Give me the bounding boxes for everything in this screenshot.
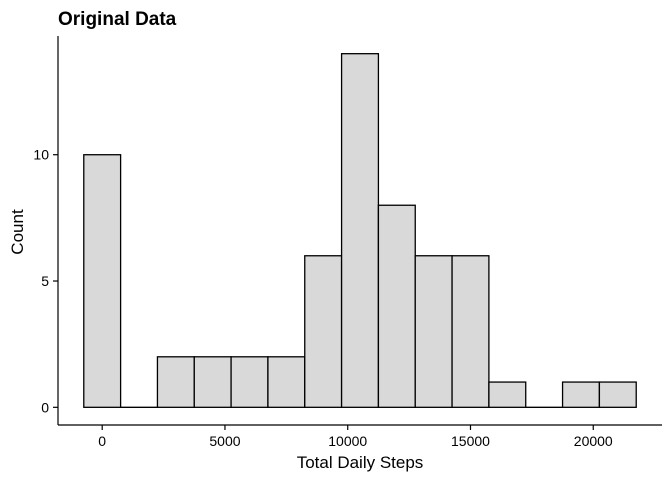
x-tick-label-4: 20000 — [574, 433, 613, 449]
histogram-bar-6 — [304, 255, 343, 408]
histogram-bar-8 — [377, 204, 416, 408]
histogram-bar-0 — [83, 154, 122, 408]
axes-group — [57, 36, 662, 426]
y-ticks-group: 0 5 10 — [33, 147, 58, 415]
bars-group — [83, 53, 637, 408]
x-tick-label-3: 15000 — [451, 433, 490, 449]
x-ticks-group: 0 5000 10000 15000 20000 — [98, 425, 613, 449]
x-tick-label-0: 0 — [98, 433, 106, 449]
y-axis-label: Count — [8, 209, 27, 255]
histogram-bar-5 — [267, 356, 306, 408]
y-tick-label-2: 10 — [33, 147, 49, 163]
histogram-bar-7 — [340, 53, 380, 408]
histogram-bar-13 — [561, 381, 601, 408]
histogram-bar-10 — [451, 255, 490, 408]
y-tick-label-0: 0 — [41, 399, 49, 415]
x-axis-label: Total Daily Steps — [297, 453, 424, 472]
y-tick-label-1: 5 — [41, 273, 49, 289]
histogram-bar-14 — [598, 381, 637, 408]
histogram-bar-2 — [156, 356, 195, 408]
histogram-bar-9 — [414, 255, 453, 408]
histogram-bar-4 — [230, 356, 269, 408]
x-tick-label-1: 5000 — [209, 433, 240, 449]
x-tick-label-2: 10000 — [328, 433, 367, 449]
histogram-bar-11 — [488, 381, 527, 408]
chart-title: Original Data — [58, 9, 177, 30]
histogram-bar-3 — [193, 356, 232, 408]
